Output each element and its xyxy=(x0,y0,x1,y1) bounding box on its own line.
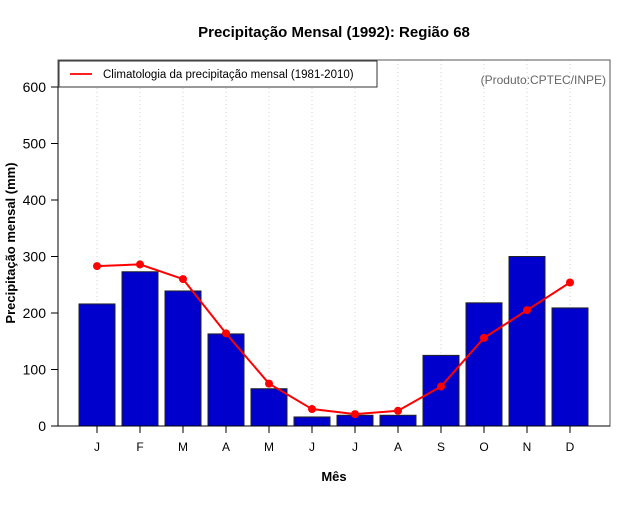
x-tick-label: S xyxy=(437,440,445,454)
bar-8 xyxy=(422,354,460,427)
legend-box xyxy=(58,60,378,88)
climatology-point-3 xyxy=(222,329,230,338)
legend: Climatologia da precipitação mensal (198… xyxy=(58,60,378,88)
chart-title: Precipitação Mensal (1992): Região 68 xyxy=(198,24,470,41)
y-tick-label: 200 xyxy=(23,305,47,321)
climatology-point-0 xyxy=(93,262,101,271)
x-tick-label: A xyxy=(222,440,230,454)
bar-3 xyxy=(207,333,245,427)
bar-1 xyxy=(121,271,159,427)
y-tick-label: 500 xyxy=(23,136,47,152)
bars xyxy=(78,256,589,427)
climatology-point-1 xyxy=(136,260,144,269)
bar-10 xyxy=(508,256,546,427)
bar-11 xyxy=(551,307,589,427)
x-tick-label: D xyxy=(566,440,575,454)
climatology-point-6 xyxy=(351,410,359,419)
x-tick-label: N xyxy=(523,440,532,454)
bar-0 xyxy=(78,303,116,427)
y-tick-label: 300 xyxy=(23,249,47,265)
x-tick-label: M xyxy=(264,440,274,454)
x-tick-label: M xyxy=(178,440,188,454)
y-axis-label: Precipitação mensal (mm) xyxy=(3,162,18,323)
bar-7 xyxy=(379,414,417,427)
legend-entry: Climatologia da precipitação mensal (198… xyxy=(103,69,354,81)
climatology-line xyxy=(93,260,574,419)
bar-5 xyxy=(293,416,331,427)
x-tick-label: J xyxy=(94,440,100,454)
y-tick-label: 400 xyxy=(23,192,47,208)
y-tick-label: 600 xyxy=(23,79,47,95)
y-tick-label: 100 xyxy=(23,362,47,378)
y-axis: 0 100 200 300 400 500 600 xyxy=(23,79,59,434)
bar-2 xyxy=(164,290,202,427)
x-tick-label: O xyxy=(479,440,488,454)
x-tick-label: A xyxy=(394,440,402,454)
climatology-point-5 xyxy=(308,405,316,414)
bar-9 xyxy=(465,302,503,427)
x-tick-label: J xyxy=(352,440,358,454)
climatology-point-7 xyxy=(394,406,402,415)
y-tick-label: 0 xyxy=(38,418,46,434)
x-tick-label: F xyxy=(136,440,143,454)
climatology-point-10 xyxy=(523,306,531,315)
climatology-point-8 xyxy=(437,382,445,391)
source-annotation: (Produto:CPTEC/INPE) xyxy=(481,73,606,87)
climatology-point-11 xyxy=(566,278,574,287)
climatology-point-2 xyxy=(179,275,187,284)
x-axis-label: Mês xyxy=(321,469,346,484)
bar-4 xyxy=(250,388,288,427)
climatology-point-4 xyxy=(265,379,273,388)
climatology-point-9 xyxy=(480,333,488,342)
climatology-polyline xyxy=(96,263,571,416)
x-tick-label: J xyxy=(309,440,315,454)
